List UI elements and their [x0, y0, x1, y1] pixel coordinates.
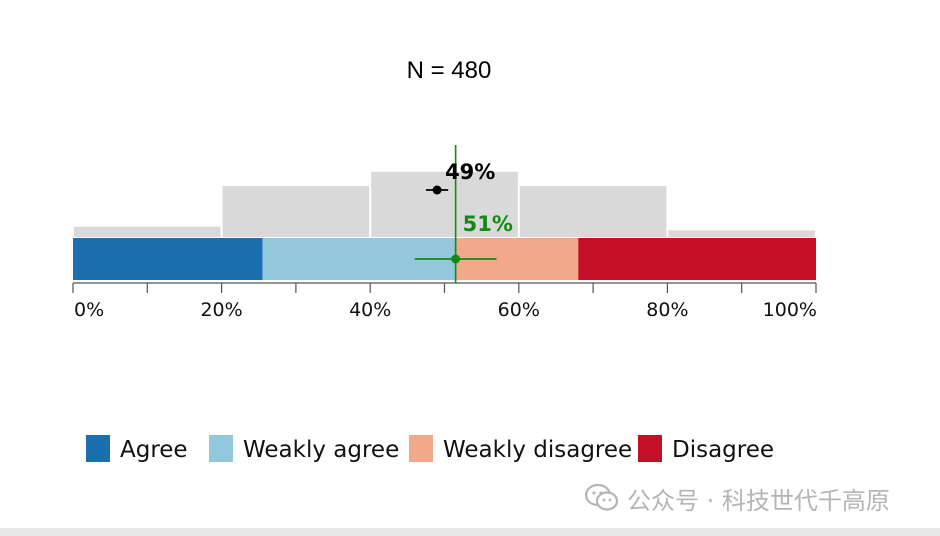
x-tick-label-20: 20% [200, 299, 242, 321]
legend-label-weakly-agree: Weakly agree [243, 437, 399, 463]
marker-point-green [451, 254, 461, 264]
marker-label-green: 51% [463, 212, 513, 236]
markers: 51% 49% [414, 145, 513, 283]
wechat-icon [585, 483, 619, 511]
legend-label-disagree: Disagree [672, 437, 774, 463]
histogram-bin-3 [519, 186, 667, 237]
x-tick-label-100: 100% [763, 299, 817, 321]
watermark: 公众号 · 科技世代千高原 [585, 480, 890, 516]
legend-label-weakly-disagree: Weakly disagree [443, 437, 632, 463]
histogram-bin-4 [668, 230, 815, 237]
watermark-text: 公众号 · 科技世代千高原 [627, 486, 890, 515]
x-axis: 0% 20% 40% 60% 80% 100% [72, 282, 817, 321]
legend-swatch-agree [86, 435, 110, 462]
legend-swatch-disagree [638, 435, 662, 462]
marker-label-black: 49% [445, 160, 495, 184]
bar-segment-agree [73, 238, 263, 280]
histogram-bin-1 [222, 186, 370, 237]
x-tick-label-0: 0% [74, 299, 104, 321]
x-tick-label-80: 80% [646, 299, 688, 321]
legend-swatch-weakly-disagree [409, 435, 433, 462]
bar-segment-disagree [578, 238, 816, 280]
chart-title: N = 480 [407, 57, 492, 84]
marker-point-black [432, 185, 442, 195]
legend-swatch-weakly-agree [209, 435, 233, 462]
histogram-bin-2 [371, 171, 518, 237]
legend-label-agree: Agree [120, 437, 188, 463]
histogram-bin-0 [74, 226, 221, 237]
legend: Agree Weakly agree Weakly disagree Disagree [86, 435, 774, 463]
bottom-strip [0, 528, 940, 536]
histogram [74, 171, 815, 237]
x-tick-label-60: 60% [498, 299, 540, 321]
stacked-bar [73, 238, 816, 280]
x-tick-label-40: 40% [349, 299, 391, 321]
